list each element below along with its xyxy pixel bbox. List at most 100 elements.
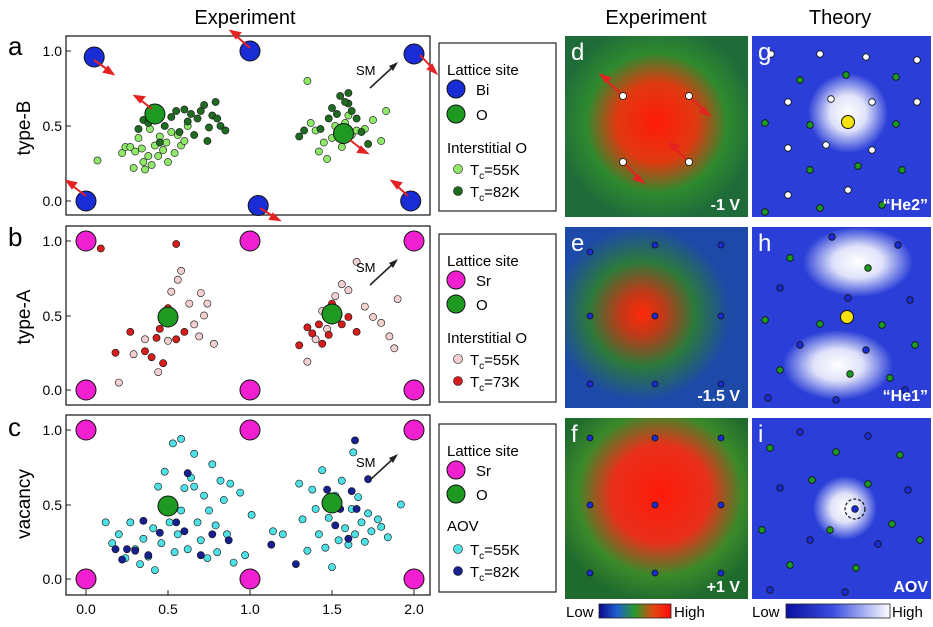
interstitial-oxygen-marker-h: [840, 310, 854, 324]
legend-group-title: AOV: [447, 518, 479, 535]
data-point-a-s2: [211, 98, 220, 106]
ytick-05: 0.5: [43, 497, 63, 513]
data-point-b-s2: [337, 320, 346, 329]
map-letter-f: f: [571, 421, 578, 448]
data-point-b-s1: [209, 339, 218, 348]
data-point-a-s1: [382, 107, 390, 115]
data-point-c-s1: [334, 536, 343, 545]
data-point-c-s1: [190, 449, 199, 458]
data-point-c-s1: [108, 539, 117, 548]
data-point-a-s2: [196, 107, 205, 115]
data-point-b-s1: [385, 332, 394, 341]
lattice-site-o-c: [157, 495, 179, 517]
data-point-a-s2: [300, 126, 308, 135]
data-point-c-s1: [193, 518, 202, 527]
legend-o-marker: [446, 294, 466, 314]
data-point-a-s1: [377, 137, 386, 145]
legend-lattice-title: Lattice site: [447, 253, 519, 270]
map-h-glow-upper: [803, 227, 913, 297]
legend-sr-marker: [446, 270, 466, 290]
data-point-c-s1: [303, 546, 312, 555]
data-point-c-s1: [367, 527, 376, 536]
colorbar-theory-high: High: [892, 604, 923, 621]
data-point-c-s2: [323, 485, 331, 494]
data-point-a-s1: [137, 144, 146, 153]
data-point-c-s1: [190, 482, 199, 491]
data-point-b-s2: [152, 333, 161, 342]
data-point-c-s2: [144, 551, 153, 560]
data-point-a-s2: [364, 140, 372, 148]
data-point-c-s1: [216, 476, 225, 485]
lattice-site-o-b: [157, 306, 179, 328]
data-point-c-s1: [308, 485, 317, 494]
y-ticks-a: 0.0 0.5 1.0: [43, 43, 71, 209]
data-point-c-s1: [373, 515, 382, 524]
legend-box-a: [438, 42, 557, 212]
sm-label-a: SM: [356, 63, 376, 78]
data-point-b-s1: [203, 299, 212, 308]
data-point-c-s1: [349, 448, 358, 457]
x-axis-ticks: 0.0 0.5 1.0 1.5 2.0: [76, 590, 424, 617]
map-d-background: [565, 36, 748, 217]
data-point-a-s1: [323, 155, 331, 163]
data-point-c-s2: [111, 545, 120, 554]
ytick-1: 1.0: [43, 233, 63, 249]
panel-letter-b: b: [8, 222, 22, 252]
legend-s1-label: Tc=55K: [470, 352, 520, 372]
data-point-a-s1: [154, 152, 163, 160]
data-point-b-s1: [337, 280, 346, 289]
data-point-b-s2: [318, 339, 327, 348]
ytick-0: 0.0: [43, 382, 63, 398]
map-g: g “He2”: [752, 36, 931, 217]
plot-frame-a: [65, 35, 431, 216]
lattice-site-sr-b: [403, 230, 425, 252]
data-point-a-s1: [93, 156, 102, 165]
legend-s1-marker: [453, 354, 463, 364]
panel-letter-a: a: [8, 31, 23, 61]
data-point-a-s1: [337, 143, 346, 151]
data-point-a-s2: [160, 122, 169, 130]
map-letter-h: h: [758, 230, 771, 257]
data-point-c-s1: [213, 548, 222, 557]
data-point-c-s1: [318, 466, 327, 475]
data-point-b-s2: [352, 327, 361, 336]
panel-a: a type-B 0.0 0.5 1.0 SM: [8, 29, 439, 222]
data-point-c-s1: [298, 515, 307, 524]
data-point-b-s1: [177, 266, 185, 275]
scatter-points-a: [93, 77, 390, 174]
map-d: d -1 V: [565, 36, 748, 217]
map-label-d: -1 V: [711, 197, 741, 214]
lattice-sites-c: [75, 419, 425, 590]
data-point-c-s1: [311, 505, 320, 513]
map-label-h: “He1”: [883, 388, 928, 405]
data-point-a-s1: [303, 77, 312, 85]
data-point-c-s1: [183, 545, 192, 554]
map-d-arrows: [598, 73, 712, 184]
legend-s2-label: Tc=82K: [470, 184, 520, 204]
xtick-0: 0.0: [76, 601, 96, 617]
y-ticks-b: 0.0 0.5 1.0: [43, 233, 71, 398]
legend-group-title: Interstitial O: [447, 330, 527, 347]
y-ticks-c: 0.0 0.5 1.0: [43, 422, 71, 587]
colorbar-theory-low: Low: [752, 604, 780, 621]
data-point-c-s1: [177, 434, 185, 443]
data-point-b-s1: [344, 286, 353, 295]
header-experiment-middle: Experiment: [605, 7, 707, 29]
scatter-points-b: [96, 240, 402, 387]
data-point-a-s2: [200, 101, 208, 109]
data-point-a-s1: [314, 147, 323, 156]
lattice-site-sr-c: [239, 419, 261, 441]
data-point-c-s2: [267, 540, 276, 549]
legend-s1-label: Tc=55K: [470, 162, 520, 182]
legend-sr-marker: [446, 460, 466, 480]
legend-site2-label: O: [476, 107, 488, 124]
ylabel-type-a: type-A: [14, 289, 35, 344]
data-point-a-s2: [167, 113, 176, 121]
data-point-c-s1: [324, 514, 333, 522]
data-point-a-s1: [164, 158, 172, 166]
legend-box-b: [438, 233, 557, 403]
panel-b: b type-A 0.0 0.5 1.0 SM: [8, 222, 431, 406]
data-point-a-s2: [187, 110, 195, 118]
data-point-b-s1: [331, 292, 340, 300]
